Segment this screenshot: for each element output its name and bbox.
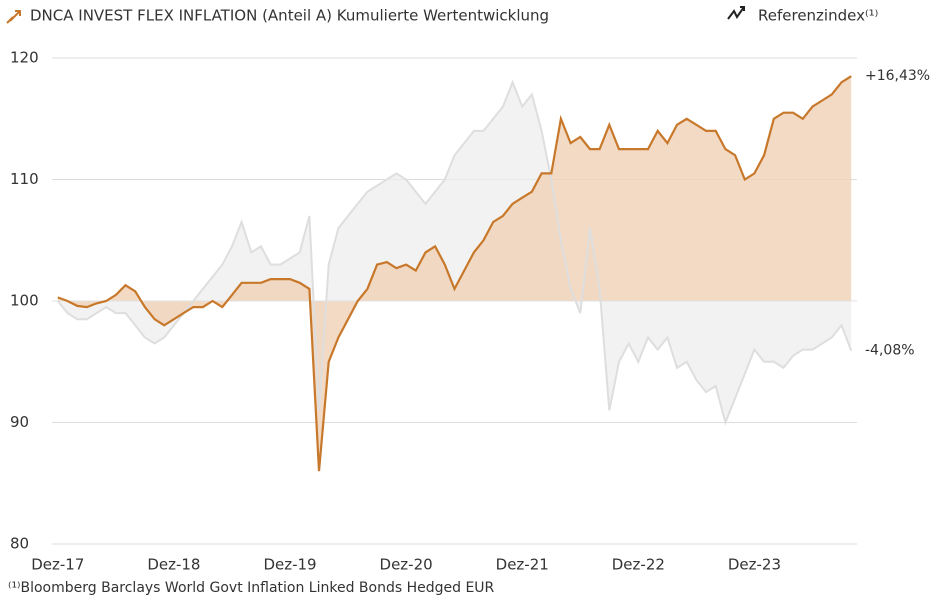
end-label: +16,43%	[865, 68, 930, 84]
x-tick-label: Dez-23	[728, 556, 781, 574]
x-tick-label: Dez-20	[380, 556, 433, 574]
end-label: -4,08%	[865, 343, 915, 359]
y-tick-label: 100	[10, 292, 39, 310]
x-tick-label: Dez-17	[31, 556, 84, 574]
y-tick-label: 120	[10, 49, 39, 67]
legend-icon	[6, 10, 21, 24]
y-tick-label: 80	[10, 535, 29, 553]
footnote: ⁽¹⁾Bloomberg Barclays World Govt Inflati…	[8, 580, 495, 596]
legend-icon	[727, 6, 745, 20]
y-tick-label: 110	[10, 170, 39, 188]
legend-label: Referenzindex⁽¹⁾	[758, 7, 878, 25]
line	[57, 79, 853, 426]
x-tick-label: Dez-19	[263, 556, 316, 574]
x-tick-label: Dez-18	[147, 556, 200, 574]
area	[57, 76, 852, 472]
x-tick-label: Dez-21	[496, 556, 549, 574]
legend-label: DNCA INVEST FLEX INFLATION (Anteil A) Ku…	[30, 7, 549, 25]
area	[57, 82, 852, 423]
x-tick-label: Dez-22	[612, 556, 665, 574]
line	[57, 75, 852, 472]
y-tick-label: 90	[10, 413, 29, 431]
